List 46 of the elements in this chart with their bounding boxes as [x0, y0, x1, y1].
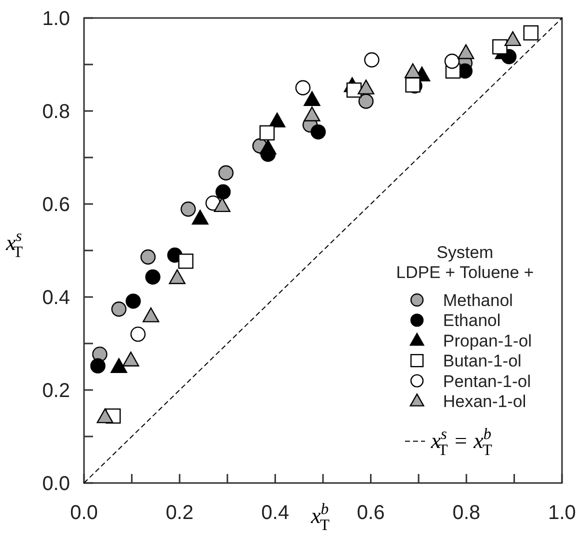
point	[218, 165, 234, 180]
x-tick-label: 0.2	[166, 502, 194, 524]
point	[145, 269, 160, 285]
point	[268, 112, 286, 128]
x-tick-label: 1.0	[548, 502, 576, 524]
y-tick-label: 0.2	[42, 380, 70, 402]
point	[216, 184, 231, 200]
y-tick-label: 0.0	[42, 473, 70, 495]
point	[168, 269, 186, 284]
x-tick-label: 0.6	[356, 502, 385, 524]
legend-title: System LDPE + Toluene +	[396, 243, 534, 282]
legend-label: Pentan-1-ol	[443, 372, 531, 391]
point	[122, 352, 140, 366]
y-tick-label: 1.0	[42, 8, 70, 30]
point	[192, 210, 208, 225]
point	[458, 44, 474, 60]
point	[358, 94, 374, 109]
y-tick-label: 0.6	[42, 194, 70, 216]
point	[346, 82, 362, 98]
point	[214, 197, 230, 212]
legend-label: Ethanol	[443, 311, 501, 330]
legend-label: Butan-1-ol	[443, 352, 522, 371]
x-tick-label: 0.4	[261, 502, 290, 524]
point	[492, 39, 508, 54]
y-tick-label: 0.8	[42, 101, 70, 123]
point	[260, 140, 276, 154]
point	[358, 80, 374, 94]
point	[110, 358, 128, 373]
y-tick-label: 0.4	[42, 287, 70, 309]
point	[142, 307, 160, 322]
point	[90, 358, 106, 374]
point	[404, 63, 422, 78]
x-tick-label: 0.8	[452, 502, 480, 524]
point	[111, 301, 126, 317]
point	[304, 91, 320, 106]
point	[304, 106, 320, 122]
legend-label: Propan-1-ol	[443, 331, 532, 350]
point	[180, 202, 196, 217]
legend-label: Methanol	[443, 291, 513, 310]
point	[126, 294, 141, 309]
point	[96, 408, 114, 424]
x-tick-label: 0.0	[70, 502, 98, 524]
point	[310, 124, 326, 140]
point	[140, 249, 156, 265]
legend-label: Hexan-1-ol	[443, 392, 526, 411]
point	[504, 31, 522, 46]
